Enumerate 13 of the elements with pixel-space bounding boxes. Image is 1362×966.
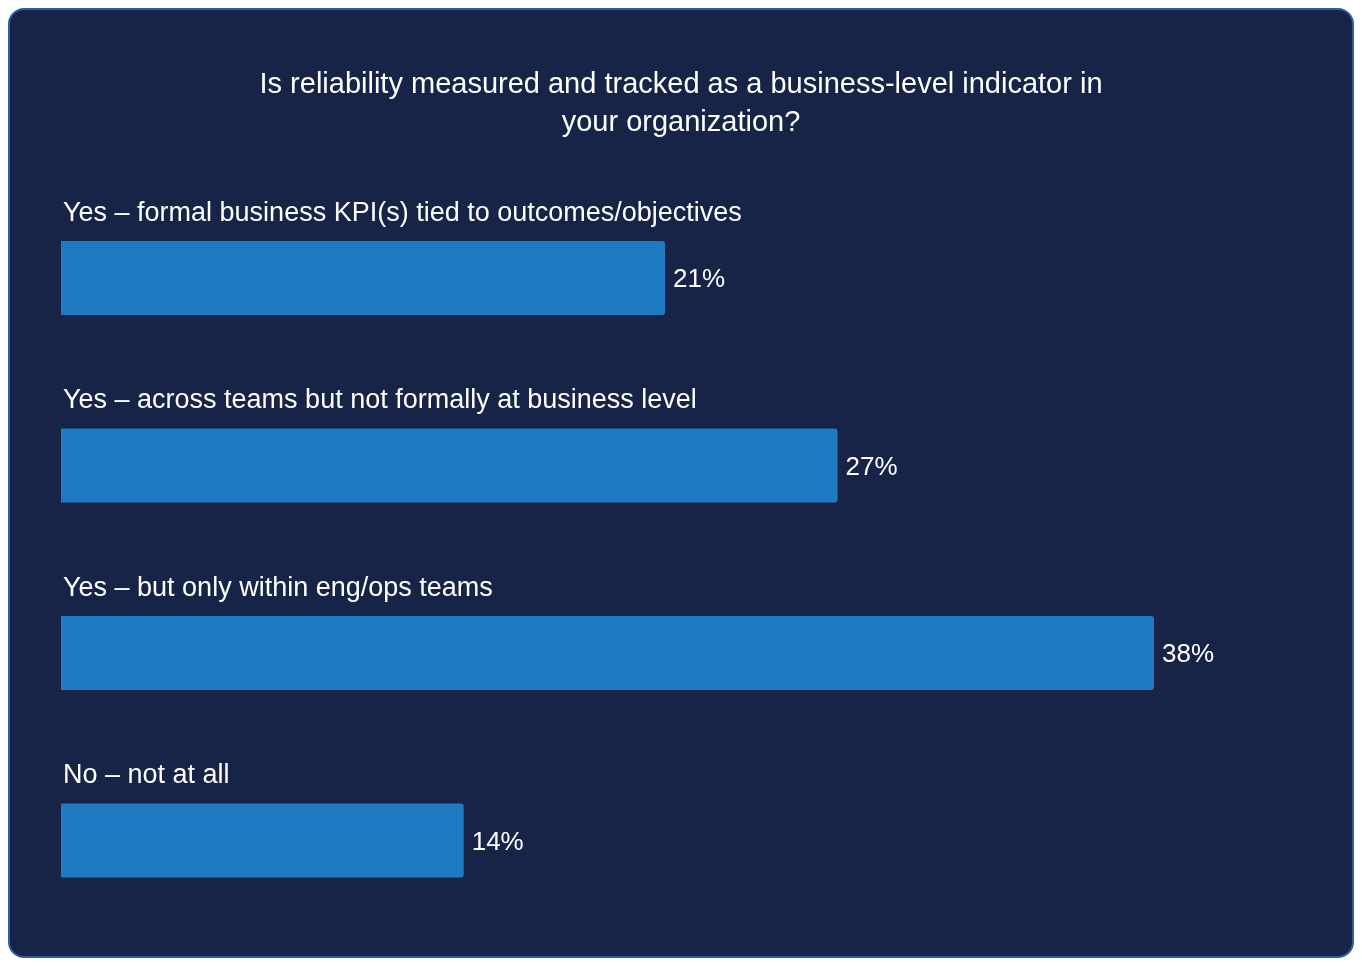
- y-tick-label: Yes – formal business KPI(s) tied to outcomes/objectives: [63, 196, 742, 227]
- bar: [61, 241, 666, 315]
- data-label: 27%: [845, 450, 898, 481]
- bar: [61, 803, 464, 878]
- y-tick-label: Yes – across teams but not formally at business level: [63, 384, 697, 415]
- data-label: 21%: [673, 263, 726, 294]
- bar: [61, 428, 838, 503]
- y-tick-label: Yes – but only within eng/ops teams: [63, 571, 493, 602]
- bar: [61, 616, 1154, 690]
- y-tick-label: No – not at all: [63, 759, 230, 790]
- chart-title: Is reliability measured and tracked as a business-level indicator in your organization?: [258, 66, 1104, 139]
- data-label: 14%: [471, 825, 524, 856]
- data-label: 38%: [1162, 638, 1215, 669]
